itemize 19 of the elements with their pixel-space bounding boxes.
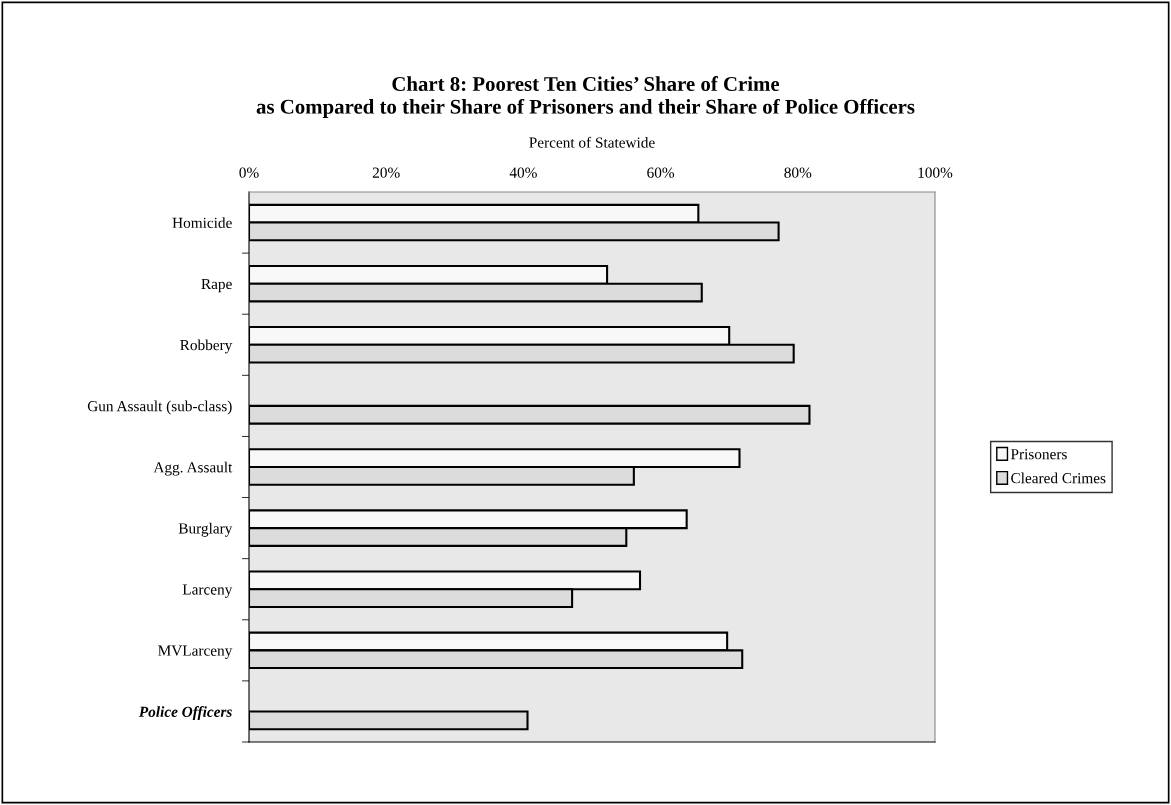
- chart-title: Chart 8: Poorest Ten Cities’ Share of Crime as Compared to their Share of Prisoners and their Share of Police Officers: [256, 76, 915, 118]
- x-tick-label: 0%: [239, 167, 259, 178]
- x-tick-label: 80%: [784, 167, 812, 178]
- legend-label: Cleared Crimes: [1011, 472, 1106, 484]
- x-tick-label: 100%: [918, 167, 953, 178]
- x-axis-title: Percent of Statewide: [529, 136, 655, 148]
- x-tick-label: 20%: [372, 167, 400, 178]
- y-tick-label: Gun Assault (sub-class): [87, 400, 232, 415]
- y-tick-label: Larceny: [182, 584, 233, 598]
- x-tick-label: 60%: [647, 167, 675, 178]
- legend-label: Prisoners: [1010, 449, 1067, 460]
- y-tick-label: Rape: [201, 278, 232, 293]
- y-tick-label: Police Officers: [138, 706, 232, 721]
- y-tick-label: Burglary: [178, 522, 233, 537]
- y-tick-label: Agg. Assault: [153, 461, 233, 476]
- x-tick-label: 40%: [509, 167, 537, 178]
- y-tick-label: MVLarceny: [158, 645, 233, 659]
- y-tick-label: Robbery: [180, 339, 233, 354]
- y-tick-label: Homicide: [172, 217, 232, 229]
